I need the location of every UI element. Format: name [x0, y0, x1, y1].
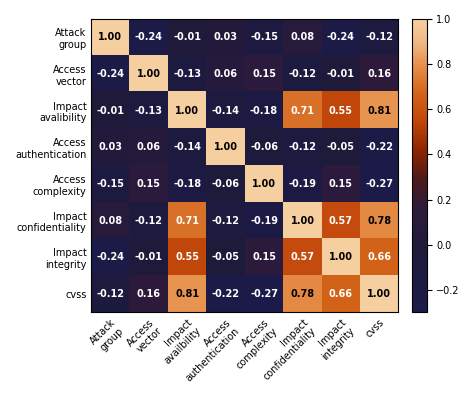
Text: -0.06: -0.06 — [211, 179, 240, 189]
Text: -0.18: -0.18 — [250, 106, 278, 116]
Text: 1.00: 1.00 — [367, 289, 391, 299]
Text: -0.12: -0.12 — [289, 69, 317, 79]
Text: 0.16: 0.16 — [137, 289, 161, 299]
Text: 0.78: 0.78 — [367, 216, 392, 226]
Text: -0.06: -0.06 — [250, 142, 278, 152]
Text: 0.08: 0.08 — [99, 216, 122, 226]
Text: -0.22: -0.22 — [211, 289, 240, 299]
Text: 0.16: 0.16 — [367, 69, 391, 79]
Text: 0.66: 0.66 — [329, 289, 353, 299]
Text: 1.00: 1.00 — [99, 32, 122, 42]
Text: 0.71: 0.71 — [291, 106, 314, 116]
Text: -0.01: -0.01 — [135, 252, 163, 262]
Text: -0.12: -0.12 — [211, 216, 240, 226]
Text: -0.12: -0.12 — [289, 142, 317, 152]
Text: -0.05: -0.05 — [327, 142, 355, 152]
Text: -0.15: -0.15 — [250, 32, 278, 42]
Text: 1.00: 1.00 — [175, 106, 199, 116]
Text: 0.81: 0.81 — [367, 106, 392, 116]
Text: 0.71: 0.71 — [175, 216, 199, 226]
Text: 0.06: 0.06 — [137, 142, 161, 152]
Text: 0.03: 0.03 — [99, 142, 122, 152]
Text: 0.66: 0.66 — [367, 252, 391, 262]
Text: -0.01: -0.01 — [96, 106, 125, 116]
Text: -0.18: -0.18 — [173, 179, 201, 189]
Text: 0.55: 0.55 — [329, 106, 353, 116]
Text: -0.22: -0.22 — [365, 142, 393, 152]
Text: 1.00: 1.00 — [291, 216, 314, 226]
Text: 0.81: 0.81 — [175, 289, 199, 299]
Text: 0.15: 0.15 — [252, 69, 276, 79]
Text: 0.15: 0.15 — [252, 252, 276, 262]
Text: 0.08: 0.08 — [291, 32, 315, 42]
Text: -0.24: -0.24 — [135, 32, 163, 42]
Text: 1.00: 1.00 — [252, 179, 276, 189]
Text: -0.05: -0.05 — [211, 252, 240, 262]
Text: -0.12: -0.12 — [96, 289, 125, 299]
Text: -0.19: -0.19 — [250, 216, 278, 226]
Text: 1.00: 1.00 — [137, 69, 161, 79]
Text: -0.13: -0.13 — [135, 106, 163, 116]
Text: 1.00: 1.00 — [329, 252, 353, 262]
Text: 0.06: 0.06 — [214, 69, 237, 79]
Text: -0.14: -0.14 — [173, 142, 201, 152]
Text: -0.24: -0.24 — [96, 69, 125, 79]
Text: -0.12: -0.12 — [135, 216, 163, 226]
Text: -0.01: -0.01 — [327, 69, 355, 79]
Text: 0.15: 0.15 — [329, 179, 353, 189]
Text: 0.78: 0.78 — [291, 289, 315, 299]
Text: 0.57: 0.57 — [329, 216, 353, 226]
Text: 0.15: 0.15 — [137, 179, 161, 189]
Text: -0.24: -0.24 — [96, 252, 125, 262]
Text: -0.01: -0.01 — [173, 32, 201, 42]
Text: 0.55: 0.55 — [175, 252, 199, 262]
Text: -0.15: -0.15 — [96, 179, 125, 189]
Text: -0.14: -0.14 — [211, 106, 240, 116]
Text: 0.03: 0.03 — [214, 32, 237, 42]
Text: -0.12: -0.12 — [365, 32, 393, 42]
Text: 0.57: 0.57 — [291, 252, 314, 262]
Text: -0.27: -0.27 — [250, 289, 278, 299]
Text: -0.19: -0.19 — [289, 179, 317, 189]
Text: 1.00: 1.00 — [214, 142, 237, 152]
Text: -0.24: -0.24 — [327, 32, 355, 42]
Text: -0.27: -0.27 — [365, 179, 393, 189]
Text: -0.13: -0.13 — [173, 69, 201, 79]
